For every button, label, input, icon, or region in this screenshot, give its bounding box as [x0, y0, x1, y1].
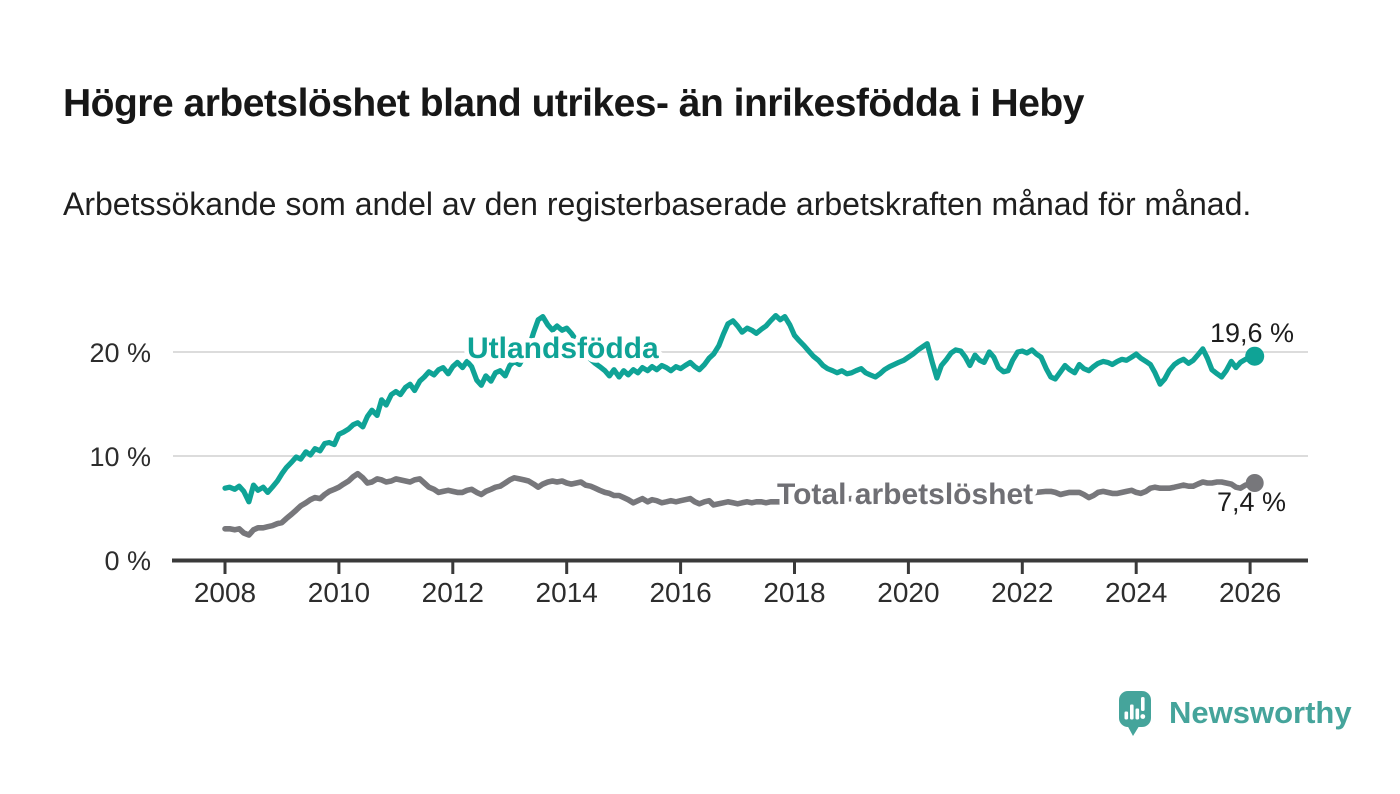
y-axis-tick-label: 20 % — [89, 338, 151, 368]
logo-bar-medium — [1135, 708, 1140, 720]
x-axis-tick-label: 2026 — [1219, 577, 1281, 608]
x-axis-tick-label: 2024 — [1105, 577, 1167, 608]
logo-exclamation-dot — [1140, 714, 1146, 719]
series-line-utlandsfodda — [222, 313, 1258, 505]
series-label-total: Total arbetslöshet — [777, 478, 1033, 511]
logo-bubble — [1119, 691, 1151, 727]
newsworthy-logo-text: Newsworthy — [1169, 695, 1352, 730]
logo-bar-small — [1124, 711, 1129, 720]
x-axis-tick-label: 2016 — [649, 577, 711, 608]
end-dot-utlandsfodda — [1245, 346, 1265, 366]
x-axis-tick-label: 2014 — [536, 577, 598, 608]
end-value-label-total: 7,4 % — [1217, 487, 1286, 517]
logo-bar-tall — [1130, 704, 1134, 720]
chart-subtitle: Arbetssökande som andel av den registerb… — [63, 186, 1252, 222]
series-label-utlandsfodda: Utlandsfödda — [467, 332, 659, 365]
series-line-total — [222, 470, 1258, 538]
logo-exclamation-bar — [1141, 697, 1145, 711]
end-dot-total — [1245, 474, 1264, 492]
logo-bubble-tail — [1126, 723, 1141, 736]
x-axis-tick-label: 2008 — [194, 577, 256, 608]
y-axis-tick-label: 0 % — [104, 546, 151, 576]
x-axis-tick-label: 2010 — [308, 577, 370, 608]
newsworthy-logo: Newsworthy — [1118, 688, 1352, 738]
x-axis-tick-label: 2012 — [422, 577, 484, 608]
y-axis-tick-label: 10 % — [89, 442, 151, 472]
x-axis-tick-label: 2018 — [763, 577, 825, 608]
page-title: Högre arbetslöshet bland utrikes- än inr… — [63, 82, 1084, 126]
newsworthy-bubble-chart-icon — [1119, 691, 1151, 736]
end-value-label-utlandsfodda: 19,6 % — [1210, 318, 1294, 348]
x-axis-tick-label: 2022 — [991, 577, 1053, 608]
x-axis-tick-label: 2020 — [877, 577, 939, 608]
